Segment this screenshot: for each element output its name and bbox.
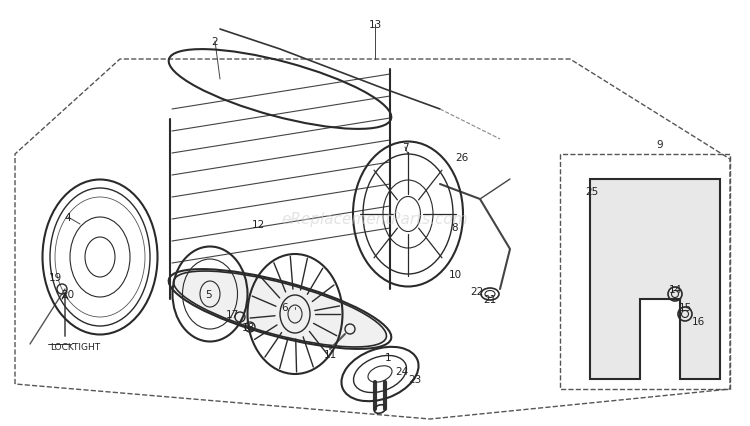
Text: 8: 8 bbox=[452, 222, 458, 233]
Text: 24: 24 bbox=[395, 366, 409, 376]
Text: 12: 12 bbox=[251, 219, 265, 230]
Text: 7: 7 bbox=[402, 143, 408, 153]
Text: 11: 11 bbox=[323, 349, 337, 359]
Text: 20: 20 bbox=[62, 289, 74, 299]
Text: 1: 1 bbox=[385, 352, 392, 362]
Text: LOCKTIGHT: LOCKTIGHT bbox=[50, 343, 100, 352]
Text: 13: 13 bbox=[368, 20, 382, 30]
Text: 21: 21 bbox=[483, 294, 496, 304]
Text: eReplacementParts.com: eReplacementParts.com bbox=[282, 212, 468, 227]
Text: 19: 19 bbox=[49, 272, 62, 282]
Text: 14: 14 bbox=[668, 284, 682, 294]
Ellipse shape bbox=[173, 271, 386, 347]
Text: 25: 25 bbox=[585, 187, 598, 196]
Text: 23: 23 bbox=[408, 374, 422, 384]
Text: 26: 26 bbox=[455, 153, 469, 163]
Polygon shape bbox=[590, 180, 720, 379]
Text: 6: 6 bbox=[282, 302, 288, 312]
Text: 9: 9 bbox=[657, 140, 663, 150]
Text: 22: 22 bbox=[470, 286, 484, 296]
Text: 10: 10 bbox=[448, 269, 461, 279]
Text: 2: 2 bbox=[211, 37, 218, 47]
Text: 5: 5 bbox=[205, 289, 212, 299]
Text: 17: 17 bbox=[225, 309, 238, 319]
Text: 15: 15 bbox=[678, 302, 692, 312]
Text: 18: 18 bbox=[242, 322, 254, 332]
Text: 16: 16 bbox=[692, 316, 704, 326]
Text: 4: 4 bbox=[64, 213, 71, 222]
